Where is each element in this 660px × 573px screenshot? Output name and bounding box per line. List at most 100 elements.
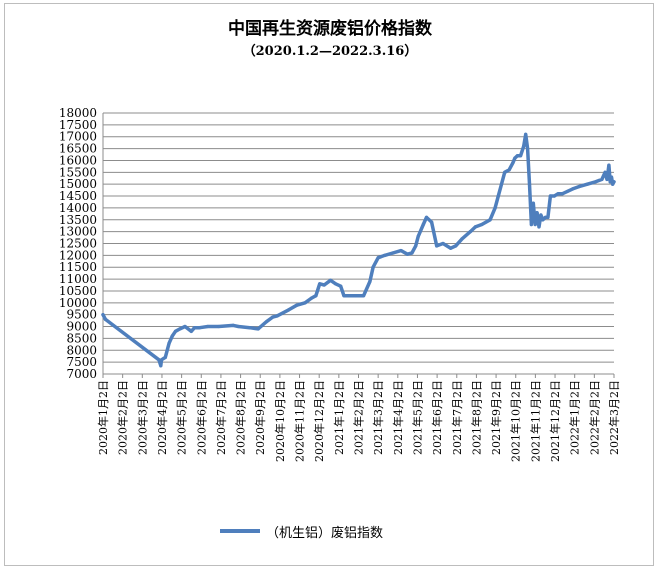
data-point: [612, 180, 616, 184]
data-point: [399, 249, 403, 253]
series-layer: [101, 132, 616, 368]
data-point: [189, 329, 193, 333]
data-point: [362, 294, 366, 298]
y-tick-label: 9500: [66, 308, 97, 322]
data-point: [371, 265, 375, 269]
data-point: [594, 180, 598, 184]
data-point: [295, 303, 299, 307]
data-point: [493, 206, 497, 210]
data-point: [256, 327, 260, 331]
data-point: [275, 314, 279, 318]
data-point: [198, 326, 202, 330]
x-tick-label: 2022年2月2日: [587, 380, 601, 455]
y-tick-label: 11000: [59, 272, 97, 286]
x-tick-label: 2021年8月2日: [469, 380, 483, 455]
data-point: [515, 154, 520, 158]
x-tick-label: 2021年9月2日: [489, 380, 503, 455]
x-tick-label: 2020年2月2日: [116, 380, 130, 455]
data-point: [410, 251, 414, 255]
x-tick-label: 2021年1月2日: [332, 380, 346, 455]
x-axis-ticks: 2020年1月2日 2020年2月2日 2020年3月2日 2020年4月2日 2020…: [96, 374, 621, 462]
chart-frame: [4, 3, 654, 566]
x-tick-label: 2021年5月2日: [410, 380, 424, 455]
data-point: [405, 252, 409, 256]
chart-subtitle: （2020.1.2—2022.3.16）: [242, 44, 418, 59]
y-axis-ticks: 7000750080008500900095001000010500110001…: [59, 106, 97, 381]
data-point: [101, 313, 105, 317]
x-tick-label: 2020年11月2日: [293, 380, 307, 462]
data-point: [322, 283, 326, 287]
x-tick-label: 2021年3月2日: [371, 380, 385, 455]
x-tick-label: 2020年9月2日: [253, 380, 267, 455]
data-point: [157, 358, 161, 362]
x-tick-label: 2020年12月2日: [312, 380, 326, 462]
data-point: [480, 222, 484, 227]
y-tick-label: 16000: [59, 153, 97, 167]
data-point: [414, 244, 418, 248]
x-tick-label: 2020年10月2日: [273, 380, 287, 462]
x-tick-label: 2020年1月2日: [96, 380, 110, 455]
gridlines: [102, 112, 614, 375]
data-point: [183, 324, 187, 329]
y-tick-label: 16500: [59, 142, 97, 156]
data-point: [248, 326, 252, 330]
data-point: [607, 163, 611, 167]
data-point: [353, 294, 357, 298]
x-tick-label: 2021年7月2日: [450, 380, 464, 455]
data-point: [287, 308, 291, 312]
data-point: [454, 244, 458, 248]
x-tick-label: 2021年12月2日: [548, 380, 562, 462]
y-tick-label: 17500: [59, 118, 97, 132]
x-tick-label: 2021年11月2日: [528, 380, 542, 462]
data-point: [217, 324, 221, 329]
data-point: [264, 320, 268, 324]
data-point: [609, 175, 614, 179]
data-point: [339, 284, 343, 288]
data-point: [513, 156, 517, 160]
data-point: [499, 182, 504, 186]
data-point: [103, 317, 108, 321]
data-point: [526, 147, 530, 151]
data-point: [556, 192, 560, 196]
legend-line-swatch: [220, 529, 260, 533]
data-point: [460, 237, 464, 241]
data-point: [421, 222, 425, 227]
data-point: [552, 194, 556, 198]
y-tick-label: 12000: [59, 248, 97, 262]
x-tick-label: 2020年7月2日: [214, 380, 228, 455]
data-point: [600, 177, 604, 181]
data-point: [231, 323, 235, 327]
data-point: [519, 154, 523, 158]
x-tick-label: 2021年4月2日: [391, 380, 405, 455]
data-point: [529, 222, 534, 227]
series-line: [101, 132, 616, 368]
data-point: [535, 211, 539, 215]
data-point: [391, 251, 395, 255]
data-point: [571, 187, 575, 191]
data-point: [376, 256, 380, 260]
x-tick-label: 2020年4月2日: [155, 380, 169, 455]
data-point: [507, 168, 511, 172]
data-point: [328, 278, 333, 282]
y-tick-label: 14500: [59, 189, 97, 203]
data-point: [334, 282, 338, 286]
data-point: [163, 355, 167, 359]
data-point: [522, 144, 526, 148]
data-point: [527, 182, 532, 186]
data-point: [585, 182, 589, 186]
data-point: [546, 215, 550, 219]
data-point: [566, 189, 570, 193]
y-tick-label: 13500: [59, 213, 97, 227]
data-point: [435, 244, 439, 248]
data-point: [441, 241, 445, 246]
data-point: [314, 294, 318, 298]
x-tick-label: 2020年8月2日: [234, 380, 248, 455]
data-point: [159, 358, 164, 362]
data-point: [271, 315, 275, 319]
legend-label: （机生铝）废铝指数: [266, 525, 384, 541]
data-point: [511, 161, 515, 165]
y-tick-label: 10500: [59, 284, 97, 298]
y-tick-label: 9000: [66, 320, 97, 334]
data-point: [309, 296, 314, 300]
data-point: [488, 218, 492, 222]
